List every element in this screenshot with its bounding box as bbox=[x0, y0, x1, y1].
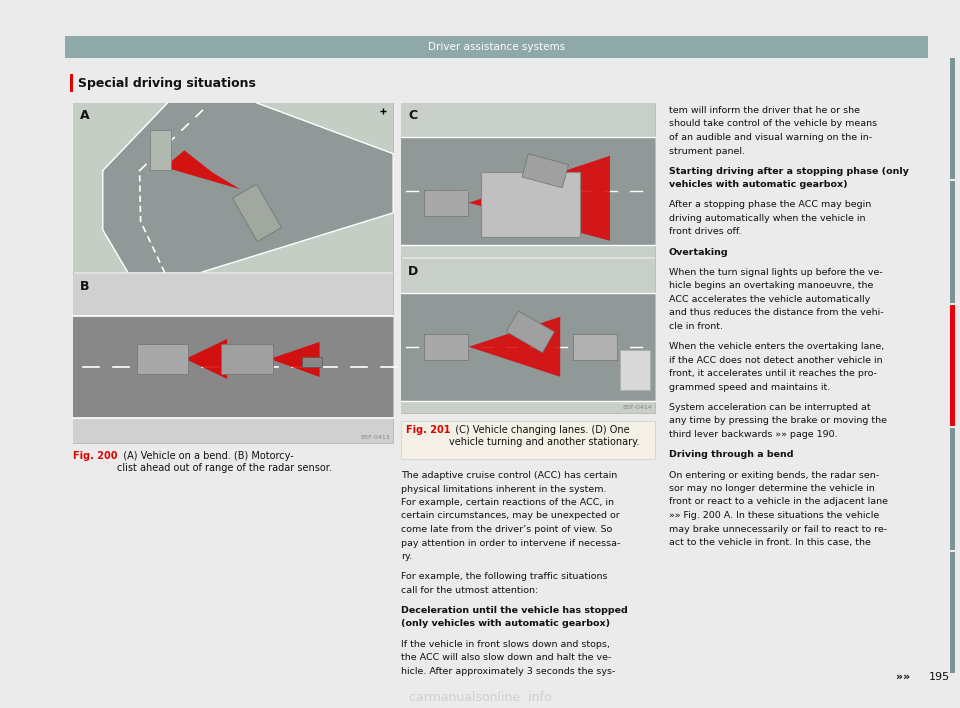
Bar bbox=[401, 137, 655, 245]
Text: should take control of the vehicle by means: should take control of the vehicle by me… bbox=[668, 120, 876, 128]
Text: Starting driving after a stopping phase (only: Starting driving after a stopping phase … bbox=[668, 167, 908, 176]
Polygon shape bbox=[232, 184, 281, 241]
Text: physical limitations inherent in the system.: physical limitations inherent in the sys… bbox=[401, 484, 607, 493]
Bar bbox=[950, 58, 960, 179]
Text: »» Fig. 200 A. In these situations the vehicle: »» Fig. 200 A. In these situations the v… bbox=[668, 511, 878, 520]
Bar bbox=[73, 103, 394, 272]
Bar bbox=[401, 103, 655, 413]
Polygon shape bbox=[468, 316, 561, 377]
Text: Driving through a bend: Driving through a bend bbox=[668, 450, 793, 459]
Polygon shape bbox=[468, 156, 610, 241]
Text: B5F-0413: B5F-0413 bbox=[360, 435, 390, 440]
Text: hicle. After approximately 3 seconds the sys-: hicle. After approximately 3 seconds the… bbox=[401, 667, 615, 675]
Text: tem will inform the driver that he or she: tem will inform the driver that he or sh… bbox=[668, 106, 859, 115]
Text: The adaptive cruise control (ACC) has certain: The adaptive cruise control (ACC) has ce… bbox=[401, 471, 617, 480]
Text: the ACC will also slow down and halt the ve-: the ACC will also slow down and halt the… bbox=[401, 653, 612, 662]
Bar bbox=[401, 421, 655, 459]
Bar bbox=[481, 171, 580, 236]
Text: (C) Vehicle changing lanes. (D) One
vehicle turning and another stationary.: (C) Vehicle changing lanes. (D) One vehi… bbox=[449, 425, 639, 447]
Text: 195: 195 bbox=[929, 672, 950, 682]
Bar bbox=[620, 350, 650, 390]
Text: (only vehicles with automatic gearbox): (only vehicles with automatic gearbox) bbox=[401, 620, 611, 629]
Bar bbox=[73, 274, 394, 443]
Text: Fig. 201: Fig. 201 bbox=[406, 425, 450, 435]
Text: Special driving situations: Special driving situations bbox=[78, 76, 255, 89]
Text: For example, the following traffic situations: For example, the following traffic situa… bbox=[401, 572, 608, 581]
Bar bbox=[950, 428, 960, 549]
Text: cle in front.: cle in front. bbox=[668, 322, 723, 331]
Text: »»: »» bbox=[897, 672, 910, 682]
Text: C: C bbox=[408, 109, 418, 122]
Text: B5F-0414: B5F-0414 bbox=[622, 405, 652, 410]
Text: act to the vehicle in front. In this case, the: act to the vehicle in front. In this cas… bbox=[668, 538, 871, 547]
Text: System acceleration can be interrupted at: System acceleration can be interrupted a… bbox=[668, 403, 870, 412]
Polygon shape bbox=[506, 311, 555, 353]
Polygon shape bbox=[103, 103, 394, 272]
Bar bbox=[401, 259, 655, 413]
Bar bbox=[70, 74, 73, 92]
Text: driving automatically when the vehicle in: driving automatically when the vehicle i… bbox=[668, 214, 865, 223]
Text: When the turn signal lights up before the ve-: When the turn signal lights up before th… bbox=[668, 268, 882, 277]
Text: any time by pressing the brake or moving the: any time by pressing the brake or moving… bbox=[668, 416, 887, 426]
Text: carmanualsonline .info: carmanualsonline .info bbox=[409, 692, 551, 704]
Polygon shape bbox=[270, 342, 320, 377]
Bar bbox=[401, 293, 655, 401]
Text: (A) Vehicle on a bend. (B) Motorcy-
clist ahead out of range of the radar sensor: (A) Vehicle on a bend. (B) Motorcy- clis… bbox=[117, 451, 331, 473]
Bar bbox=[950, 305, 960, 426]
Text: front drives off.: front drives off. bbox=[668, 227, 741, 236]
Text: Fig. 200: Fig. 200 bbox=[73, 451, 117, 461]
Text: For example, certain reactions of the ACC, in: For example, certain reactions of the AC… bbox=[401, 498, 614, 507]
Text: A: A bbox=[80, 109, 89, 122]
Text: On entering or exiting bends, the radar sen-: On entering or exiting bends, the radar … bbox=[668, 471, 878, 479]
Text: may brake unnecessarily or fail to react to re-: may brake unnecessarily or fail to react… bbox=[668, 525, 887, 534]
Text: if the ACC does not detect another vehicle in: if the ACC does not detect another vehic… bbox=[668, 355, 882, 365]
Text: After a stopping phase the ACC may begin: After a stopping phase the ACC may begin bbox=[668, 200, 871, 210]
Text: sor may no longer determine the vehicle in: sor may no longer determine the vehicle … bbox=[668, 484, 875, 493]
Text: Overtaking: Overtaking bbox=[668, 248, 729, 257]
Text: front or react to a vehicle in the adjacent lane: front or react to a vehicle in the adjac… bbox=[668, 498, 888, 506]
Bar bbox=[950, 552, 960, 673]
Text: ACC accelerates the vehicle automatically: ACC accelerates the vehicle automaticall… bbox=[668, 295, 870, 304]
Polygon shape bbox=[221, 344, 273, 374]
Text: certain circumstances, may be unexpected or: certain circumstances, may be unexpected… bbox=[401, 511, 620, 520]
Text: Driver assistance systems: Driver assistance systems bbox=[428, 42, 565, 52]
Polygon shape bbox=[424, 333, 468, 360]
Polygon shape bbox=[424, 190, 468, 216]
Text: third lever backwards »» page 190.: third lever backwards »» page 190. bbox=[668, 430, 837, 439]
Text: If the vehicle in front slows down and stops,: If the vehicle in front slows down and s… bbox=[401, 640, 610, 649]
Polygon shape bbox=[164, 150, 240, 189]
Polygon shape bbox=[136, 344, 188, 374]
Text: of an audible and visual warning on the in-: of an audible and visual warning on the … bbox=[668, 133, 872, 142]
Text: vehicles with automatic gearbox): vehicles with automatic gearbox) bbox=[668, 181, 848, 189]
Text: strument panel.: strument panel. bbox=[668, 147, 745, 156]
Text: B: B bbox=[80, 280, 89, 293]
Text: hicle begins an overtaking manoeuvre, the: hicle begins an overtaking manoeuvre, th… bbox=[668, 282, 873, 290]
Polygon shape bbox=[185, 339, 228, 379]
Text: D: D bbox=[408, 265, 419, 278]
Text: front, it accelerates until it reaches the pro-: front, it accelerates until it reaches t… bbox=[668, 370, 876, 378]
Bar bbox=[73, 103, 394, 443]
Bar bbox=[950, 181, 960, 303]
Text: Deceleration until the vehicle has stopped: Deceleration until the vehicle has stopp… bbox=[401, 606, 628, 615]
Text: pay attention in order to intervene if necessa-: pay attention in order to intervene if n… bbox=[401, 539, 620, 547]
Polygon shape bbox=[150, 130, 172, 171]
Polygon shape bbox=[522, 154, 568, 188]
Text: come late from the driver’s point of view. So: come late from the driver’s point of vie… bbox=[401, 525, 612, 534]
Text: call for the utmost attention:: call for the utmost attention: bbox=[401, 586, 539, 595]
Text: grammed speed and maintains it.: grammed speed and maintains it. bbox=[668, 383, 829, 392]
Bar bbox=[65, 36, 928, 58]
Text: When the vehicle enters the overtaking lane,: When the vehicle enters the overtaking l… bbox=[668, 342, 884, 351]
Bar bbox=[401, 103, 655, 257]
Text: ry.: ry. bbox=[401, 552, 413, 561]
Polygon shape bbox=[573, 333, 617, 360]
Bar bbox=[73, 316, 394, 418]
Polygon shape bbox=[301, 357, 322, 367]
Text: and thus reduces the distance from the vehi-: and thus reduces the distance from the v… bbox=[668, 309, 883, 317]
